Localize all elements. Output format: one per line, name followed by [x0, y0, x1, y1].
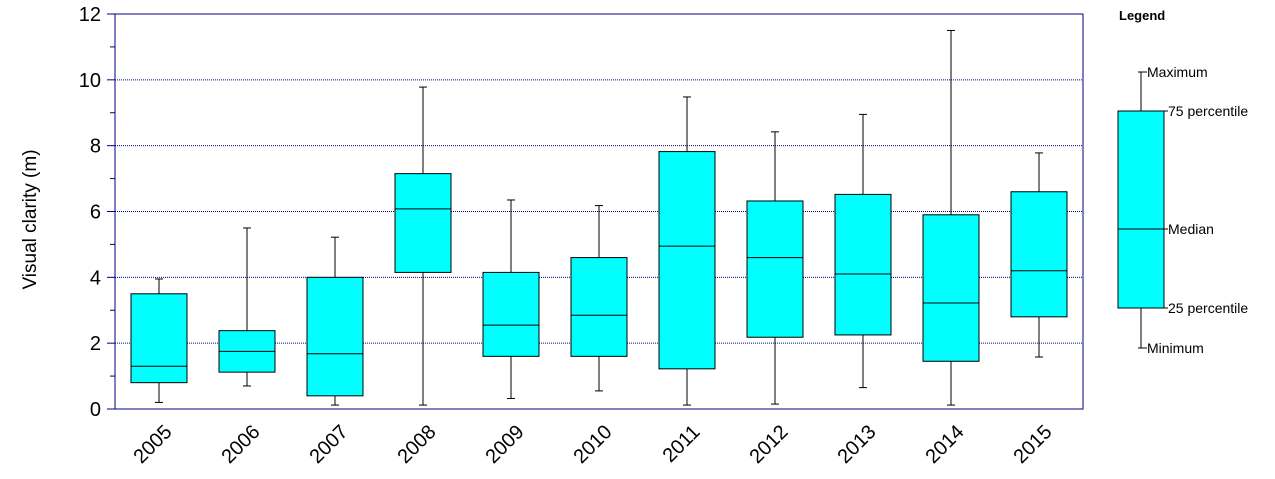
- x-tick-label: 2005: [130, 421, 177, 468]
- iqr-box: [746, 200, 804, 338]
- iqr-box: [1010, 191, 1068, 318]
- x-tick-label: 2009: [482, 421, 529, 468]
- y-tick-label: 2: [90, 333, 101, 355]
- box-2013: [834, 113, 892, 389]
- box-2015: [1010, 152, 1068, 358]
- y-axis-ticks: 0 2 4 6 8 10 12: [79, 4, 115, 421]
- x-tick-label: 2012: [746, 421, 793, 468]
- y-axis-label: Visual clarity (m): [20, 149, 41, 289]
- box-2011: [658, 96, 716, 406]
- legend-label-minimum: Minimum: [1147, 340, 1204, 356]
- box-2014: [922, 29, 980, 406]
- y-tick-label: 6: [90, 202, 101, 224]
- x-tick-label: 2015: [1010, 421, 1057, 468]
- legend-label-median: Median: [1168, 221, 1214, 237]
- x-tick-label: 2006: [218, 421, 265, 468]
- x-tick-label: 2014: [922, 421, 969, 468]
- box-2007: [306, 236, 364, 406]
- x-tick-label: 2013: [834, 421, 881, 468]
- legend-box: [1117, 110, 1165, 309]
- legend-label-maximum: Maximum: [1147, 64, 1208, 80]
- y-tick-label: 10: [79, 70, 101, 92]
- iqr-box: [306, 276, 364, 397]
- box-2005: [130, 278, 188, 403]
- box-series: [130, 29, 1068, 406]
- box-2008: [394, 86, 452, 406]
- iqr-box: [394, 173, 452, 273]
- iqr-box: [658, 151, 716, 370]
- box-2009: [482, 199, 540, 399]
- x-axis-ticks: 2005 2006 2007 2008 2009 2010 2011 2012 2013 2014…: [130, 421, 1057, 468]
- iqr-box: [570, 257, 628, 357]
- x-tick-label: 2011: [659, 421, 705, 467]
- iqr-box: [130, 293, 188, 384]
- iqr-box: [922, 214, 980, 362]
- iqr-box: [834, 193, 892, 336]
- y-tick-label: 0: [90, 399, 101, 421]
- legend-label-25-percentile: 25 percentile: [1168, 300, 1248, 316]
- iqr-box: [482, 271, 540, 357]
- legend: Legend Maximum 75 percentile Median 25 perce…: [1117, 8, 1248, 356]
- y-tick-label: 12: [79, 4, 101, 26]
- y-tick-label: 4: [90, 267, 101, 289]
- box-2012: [746, 131, 804, 405]
- x-tick-label: 2010: [570, 421, 617, 468]
- legend-title: Legend: [1119, 8, 1165, 23]
- box-2010: [570, 205, 628, 392]
- legend-label-75-percentile: 75 percentile: [1168, 103, 1248, 119]
- box-2006: [218, 227, 276, 387]
- x-tick-label: 2007: [306, 421, 353, 468]
- y-tick-label: 8: [90, 136, 101, 158]
- x-tick-label: 2008: [394, 421, 441, 468]
